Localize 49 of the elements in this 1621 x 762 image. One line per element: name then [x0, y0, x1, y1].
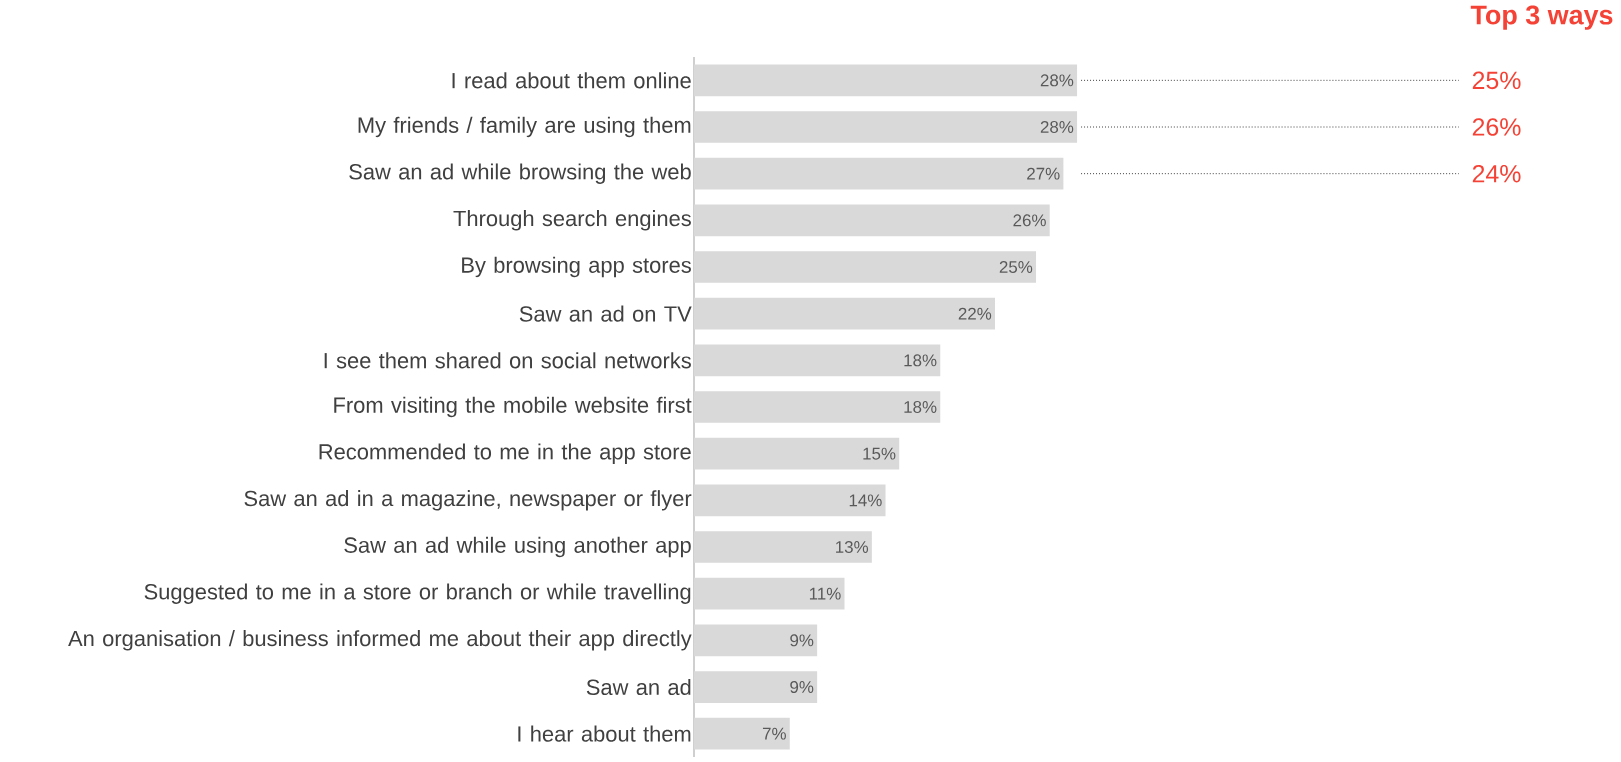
y-tick-label: Saw an ad	[586, 678, 691, 696]
bar	[694, 297, 995, 330]
bar	[694, 204, 1050, 237]
y-tick-label: Saw an ad while browsing the web	[349, 163, 691, 184]
bar	[694, 531, 872, 563]
y-tick-label: By browsing app stores	[462, 256, 691, 278]
data-label: 22%	[958, 307, 992, 320]
bar	[694, 111, 1078, 143]
y-tick-label: Recommended to me in the app store	[319, 443, 691, 464]
data-label: 14%	[849, 494, 882, 507]
data-label: 15%	[863, 447, 896, 460]
text: Top 3 ways	[1470, 5, 1613, 30]
bar	[694, 484, 886, 517]
text: 25%	[1472, 71, 1521, 90]
bar	[694, 157, 1064, 190]
bar	[694, 437, 900, 470]
bar	[694, 391, 941, 423]
bar	[694, 671, 818, 703]
bar	[694, 64, 1078, 97]
bar	[694, 624, 818, 657]
y-tick-label: Saw an ad on TV	[519, 305, 692, 322]
data-label: 9%	[790, 634, 814, 647]
data-label: 7%	[762, 727, 786, 740]
y-tick-label: Saw an ad while using another app	[344, 536, 691, 558]
data-label: 18%	[904, 354, 937, 367]
data-label: 9%	[790, 681, 814, 694]
data-label: 28%	[1040, 74, 1074, 87]
y-tick-label: My friends / family are using them	[358, 116, 691, 138]
y-tick-label: Saw an ad in a magazine, newspaper or flyer	[244, 490, 692, 511]
bar	[694, 251, 1037, 283]
text: 26%	[1472, 118, 1521, 136]
bar	[694, 717, 790, 750]
data-label: 11%	[809, 587, 841, 600]
y-tick-label: Suggested to me in a store or branch or while travelling	[144, 583, 691, 604]
y-tick-label: I read about them online	[452, 72, 691, 89]
data-label: 13%	[836, 541, 869, 554]
data-label: 28%	[1040, 121, 1074, 133]
y-tick-label: I hear about them	[518, 725, 691, 742]
y-tick-label: From visiting the mobile website first	[334, 396, 692, 418]
data-label: 18%	[904, 401, 937, 414]
y-tick-label: I see them shared on social networks	[324, 352, 691, 369]
data-label: 26%	[1013, 214, 1046, 227]
data-label: 25%	[999, 261, 1033, 273]
y-tick-label: An organisation / business informed me about their app directly	[68, 630, 692, 651]
text: 24%	[1472, 164, 1521, 183]
data-label: 27%	[1027, 167, 1060, 180]
y-tick-label: Through search engines	[453, 210, 691, 231]
bar	[694, 577, 845, 610]
bar	[694, 344, 941, 377]
